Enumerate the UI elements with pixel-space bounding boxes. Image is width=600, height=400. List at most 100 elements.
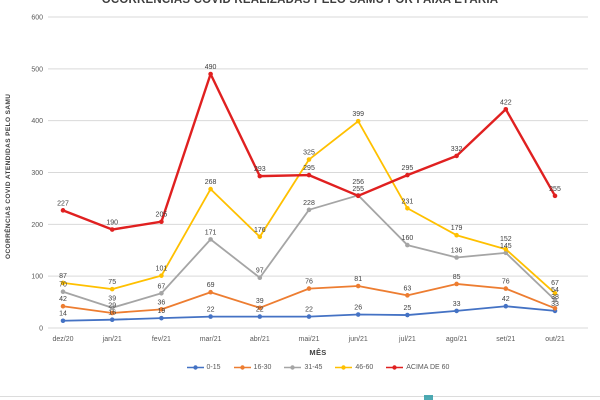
data-label: 39 [108, 296, 116, 303]
data-label: 268 [205, 179, 217, 186]
legend-label: 0-15 [206, 364, 221, 371]
x-tick-label: abr/21 [250, 336, 270, 343]
legend-item-46-60: 46-60 [335, 364, 373, 371]
data-point-0-15 [405, 312, 410, 318]
data-label: 295 [402, 165, 414, 172]
data-point-16-30 [109, 310, 115, 316]
data-label: 101 [156, 266, 168, 273]
data-point-16-30 [454, 281, 459, 287]
legend-label: 46-60 [355, 364, 374, 371]
data-point-0-15 [454, 308, 459, 314]
data-label: 26 [354, 305, 362, 312]
data-point-31-45 [454, 255, 459, 260]
x-tick-label: mai/21 [298, 336, 319, 343]
y-tick-label: 300 [31, 170, 43, 177]
data-point-16-30 [60, 303, 66, 309]
legend-item-0-15: 0-15 [186, 364, 221, 371]
data-point-16-30 [208, 289, 213, 295]
data-label: 63 [404, 285, 412, 292]
data-label: 256 [352, 179, 364, 186]
legend-item-16-30: 16-30 [233, 364, 271, 371]
chart-title: OCORRÊNCIAS COVID REALIZADAS PELO SAMU P… [101, 0, 499, 6]
data-point-16-30 [405, 293, 410, 298]
x-tick-label: mar/21 [200, 336, 222, 343]
data-point-ACIMA DE 60 [552, 193, 558, 199]
legend-swatch-icon [233, 365, 251, 370]
data-label: 14 [59, 311, 67, 318]
x-axis-title: MÊS [309, 348, 327, 357]
data-point-ACIMA DE 60 [405, 172, 410, 178]
series-line-31-45 [62, 194, 556, 309]
data-point-16-30 [159, 307, 164, 312]
data-point-31-45 [405, 242, 410, 248]
series-line-46-60 [62, 120, 556, 294]
bottom-taskbar-fragment [424, 395, 433, 400]
data-label: 145 [500, 243, 512, 250]
data-label: 176 [254, 227, 266, 234]
data-label: 422 [500, 99, 512, 106]
data-label: 76 [305, 279, 313, 286]
data-label: 39 [256, 298, 264, 305]
data-label: 75 [108, 279, 116, 286]
data-point-0-15 [60, 318, 66, 324]
x-tick-label: out/21 [545, 336, 565, 343]
data-label: 293 [254, 166, 266, 173]
data-label: 29 [108, 303, 116, 310]
data-label: 332 [451, 146, 463, 153]
data-point-ACIMA DE 60 [60, 208, 66, 213]
data-point-ACIMA DE 60 [109, 227, 115, 232]
data-point-0-15 [109, 317, 115, 323]
data-point-31-45 [503, 250, 509, 256]
data-point-0-15 [257, 314, 263, 319]
chart-legend: 0-15 16-30 31-45 46-60 ACIMA DE 60 [48, 364, 588, 371]
data-point-16-30 [257, 305, 263, 311]
x-tick-label: set/21 [496, 336, 515, 343]
y-tick-label: 100 [31, 274, 43, 281]
x-tick-label: ago/21 [446, 336, 468, 343]
data-label: 36 [158, 299, 166, 306]
x-tick-label: dez/20 [52, 336, 73, 343]
data-point-ACIMA DE 60 [355, 193, 361, 199]
data-label: 490 [205, 64, 217, 71]
legend-swatch-icon [284, 365, 302, 370]
data-point-46-60 [503, 246, 509, 252]
data-label: 255 [352, 186, 364, 193]
data-point-ACIMA DE 60 [208, 71, 213, 77]
data-point-46-60 [159, 273, 164, 278]
legend-swatch-icon [186, 365, 204, 370]
data-point-16-30 [306, 286, 312, 291]
data-label: 136 [451, 248, 463, 255]
x-tick-label: fev/21 [152, 336, 171, 343]
legend-label: ACIMA DE 60 [406, 364, 450, 371]
data-label: 38 [551, 294, 559, 301]
data-label: 19 [158, 308, 166, 315]
y-tick-label: 200 [31, 222, 43, 229]
data-label: 81 [354, 276, 362, 283]
data-label: 97 [256, 268, 264, 275]
y-tick-label: 0 [39, 326, 43, 333]
data-point-46-60 [109, 286, 115, 292]
data-point-31-45 [159, 290, 164, 296]
data-point-31-45 [60, 289, 66, 295]
y-tick-label: 600 [31, 15, 43, 22]
legend-item-31-45: 31-45 [284, 364, 322, 371]
data-point-31-45 [109, 305, 115, 311]
data-point-46-60 [454, 232, 459, 238]
data-point-31-45 [257, 275, 263, 281]
legend-item-ACIMA DE 60: ACIMA DE 60 [386, 364, 449, 371]
data-point-0-15 [503, 303, 509, 309]
data-label: 70 [59, 282, 67, 289]
data-point-31-45 [208, 237, 213, 242]
data-point-46-60 [60, 280, 66, 286]
data-point-46-60 [405, 205, 410, 211]
data-point-ACIMA DE 60 [503, 106, 509, 112]
data-point-46-60 [552, 290, 558, 296]
x-tick-label: jun/21 [348, 336, 368, 343]
data-point-46-60 [306, 157, 312, 162]
data-label: 227 [57, 200, 69, 207]
data-label: 179 [451, 225, 463, 232]
data-label: 16 [108, 310, 116, 317]
data-label: 22 [256, 307, 264, 314]
data-label: 171 [205, 229, 217, 236]
data-point-16-30 [552, 306, 558, 311]
